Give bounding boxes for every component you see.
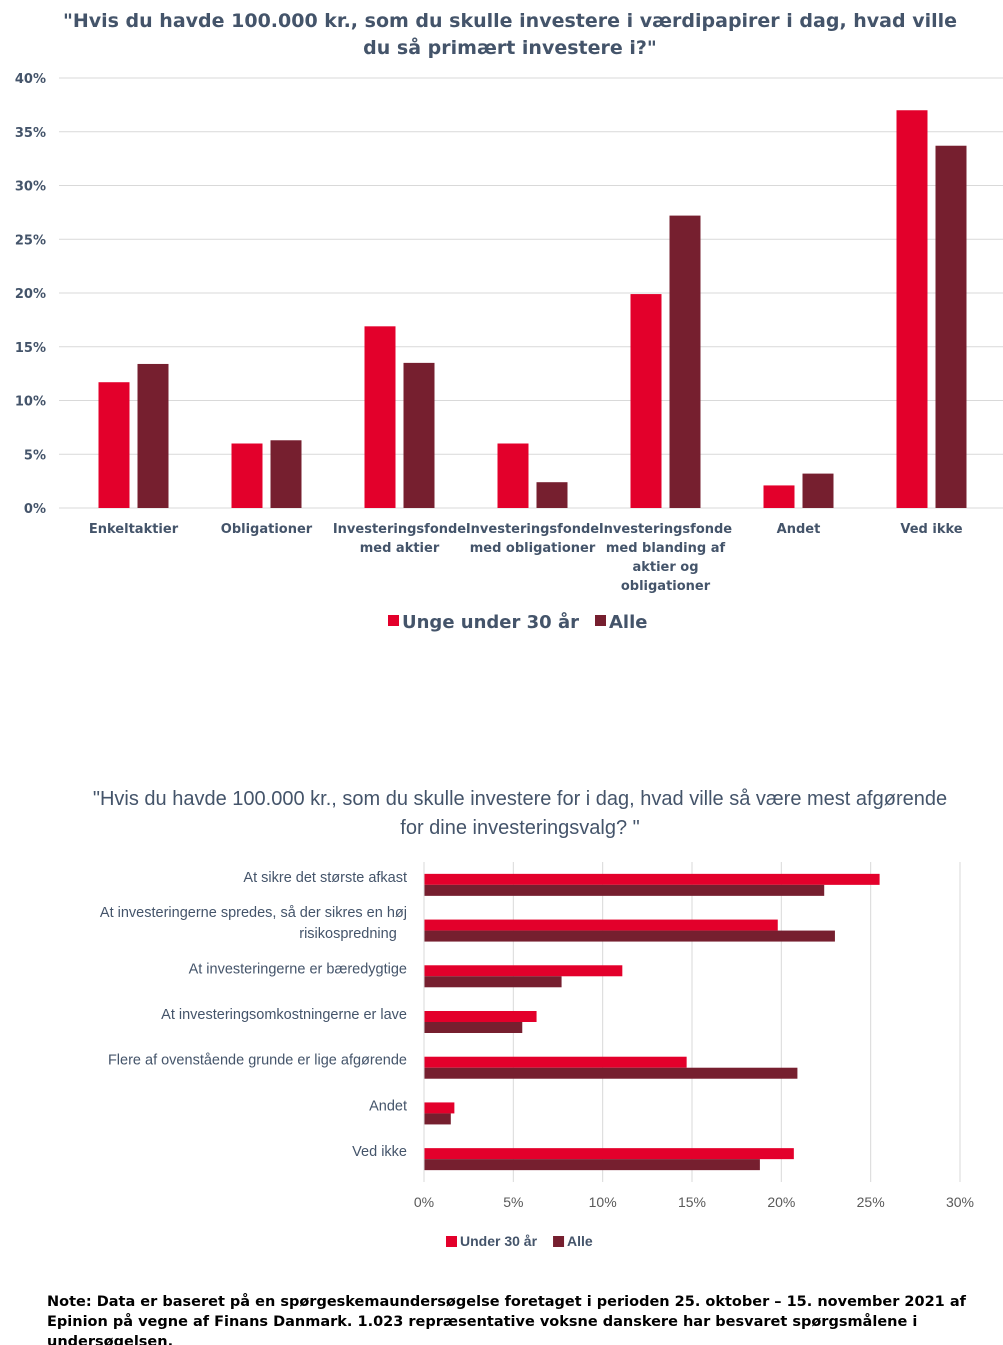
x-category-label: aktier og [632,560,698,575]
chart2-title: "Hvis du havde 100.000 kr., som du skull… [92,788,948,839]
legend-swatch [595,615,606,626]
footnote: Note: Data er baseret på en spørgeskemau… [47,1294,966,1345]
x-tick-label: 10% [589,1194,617,1210]
chart2-horizontal-bar-chart: 0% 5% 10% 15% 20% 25% 30% At sikre det største … [100,862,974,1249]
x-category-label: Enkeltaktier [89,522,179,537]
x-tick-label: 20% [767,1194,795,1210]
bar-young [424,1011,537,1022]
y-category-label: Ved ikke [352,1144,407,1160]
x-category-label: Obligationer [221,522,313,537]
bar-young [497,443,529,508]
y-tick-label: 20% [15,287,46,302]
y-category-label: At investeringsomkostningerne er lave [161,1007,407,1023]
bar-all [270,440,302,508]
x-category-label: Investeringsfonde [466,522,599,537]
chart1-vertical-bar-chart: 0% 5% 10% 15% 20% 25% 30% 35% 40% Enkeltaktier Obl… [15,72,1003,633]
y-tick-label: 0% [24,502,46,517]
bar-young [424,1148,794,1160]
legend-swatch [388,615,399,626]
y-category-label: Andet [369,1098,407,1114]
legend-label: Unge under 30 år [402,611,579,633]
bar-all [424,930,835,942]
y-category-label: At investeringerne er bæredygtige [189,961,407,977]
x-tick-label: 5% [503,1194,523,1210]
x-tick-label: 30% [946,1194,974,1210]
y-category-label: At investeringerne spredes, så der sikre… [100,905,407,921]
x-category-label: med blanding af [606,541,726,556]
legend-swatch [446,1236,457,1247]
bar-young [763,485,795,508]
y-tick-label: 10% [15,395,46,410]
x-category-label: Ved ikke [900,522,962,537]
x-tick-label: 0% [414,1194,434,1210]
y-category-label: risikospredning [299,926,397,942]
x-tick-label: 25% [857,1194,885,1210]
bar-all [424,1113,451,1125]
bar-young [630,294,662,508]
x-category-label: Investeringsfonde [333,522,466,537]
bar-all [802,473,834,508]
y-tick-label: 5% [24,448,46,463]
bar-young [98,382,130,508]
legend-label: Alle [609,612,647,633]
y-tick-label: 30% [15,180,46,195]
bar-young [424,873,880,885]
bar-all [424,976,562,988]
bar-all [536,482,568,508]
bar-all [424,1067,798,1079]
bar-young [231,443,263,508]
bar-young [424,1056,687,1068]
y-tick-label: 35% [15,126,46,141]
y-category-label: Flere af ovenstående grunde er lige afgø… [108,1053,407,1069]
bar-all [424,1159,760,1171]
y-category-label: At sikre det største afkast [243,870,407,886]
chart1-title: "Hvis du havde 100.000 kr., som du skull… [62,10,958,59]
y-tick-label: 40% [15,72,46,87]
bar-all [403,362,435,508]
legend-swatch [553,1236,565,1247]
bar-young [896,110,928,508]
y-tick-label: 15% [15,341,46,356]
legend-label: Alle [567,1233,593,1249]
x-category-label: med obligationer [470,541,596,556]
bar-all [424,884,825,896]
x-category-label: med aktier [360,541,440,556]
bar-young [424,1102,455,1114]
legend-label: Under 30 år [460,1233,538,1249]
y-tick-label: 25% [15,233,46,248]
bar-young [364,326,396,508]
x-category-label: obligationer [621,579,711,594]
bar-all [137,363,169,508]
bar-all [935,145,967,508]
x-category-label: Andet [777,522,821,537]
bar-young [424,965,623,977]
bar-all [424,1022,523,1033]
bar-young [424,919,778,931]
bar-all [669,215,701,508]
x-tick-label: 15% [678,1194,706,1210]
x-category-label: Investeringsfonde [599,522,732,537]
